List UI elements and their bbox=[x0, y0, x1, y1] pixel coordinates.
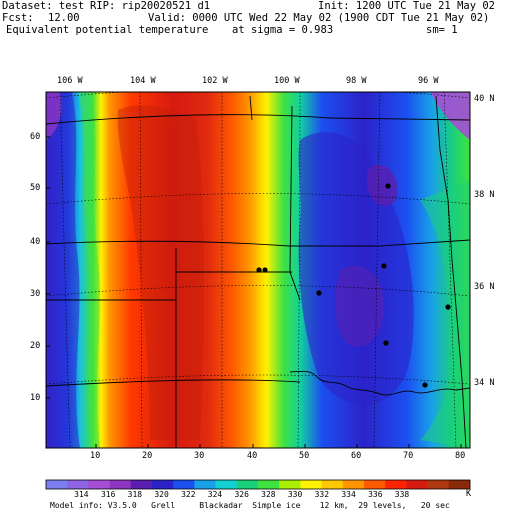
colorbar-swatch bbox=[448, 480, 471, 489]
colorbar-swatch bbox=[300, 480, 322, 489]
station-dot bbox=[445, 304, 451, 310]
y-label-60: 60 bbox=[30, 132, 41, 142]
colorbar bbox=[45, 479, 471, 490]
y-label-30: 30 bbox=[30, 289, 41, 299]
colorbar-swatch bbox=[236, 480, 259, 489]
station-dot bbox=[262, 267, 268, 273]
colorbar-swatch bbox=[385, 480, 407, 489]
colorbar-swatch bbox=[279, 480, 301, 489]
state-boundaries bbox=[46, 95, 470, 448]
field-warm-core bbox=[117, 105, 205, 441]
colorbar-swatch bbox=[46, 480, 68, 489]
station-dot bbox=[385, 183, 391, 189]
colorbar-swatch bbox=[173, 480, 195, 489]
field-east-core bbox=[366, 165, 398, 206]
colorbar-swatch bbox=[321, 480, 344, 489]
lon-label-98w: 98 W bbox=[346, 76, 367, 86]
field-band-west-green bbox=[78, 92, 100, 448]
station-dot bbox=[383, 340, 389, 346]
x-label-70: 70 bbox=[403, 451, 414, 461]
colorbar-swatch bbox=[130, 480, 153, 489]
x-label-80: 80 bbox=[455, 451, 466, 461]
lon-label-102w: 102 W bbox=[202, 76, 228, 86]
field-band-west-cool bbox=[46, 92, 80, 448]
field-east-core-2 bbox=[335, 265, 385, 347]
colorbar-swatch bbox=[364, 480, 386, 489]
y-label-40: 40 bbox=[30, 237, 41, 247]
colorbar-label: 338 bbox=[394, 490, 410, 499]
field-nw-corner bbox=[46, 92, 62, 140]
y-ticks bbox=[46, 136, 462, 448]
station-dot bbox=[256, 267, 262, 273]
y-label-10: 10 bbox=[30, 393, 41, 403]
smoothing-label: sm= 1 bbox=[426, 24, 458, 36]
field-name: Equivalent potential temperature bbox=[6, 24, 209, 36]
lon-label-96w: 96 W bbox=[418, 76, 439, 86]
station-markers bbox=[256, 183, 451, 388]
colorbar-label: 334 bbox=[341, 490, 356, 499]
colorbar-swatch bbox=[215, 480, 238, 489]
model-info: Model info: V3.5.0 Grell Blackadar Simpl… bbox=[50, 501, 450, 510]
colorbar-label: 314 bbox=[74, 490, 89, 499]
colorbar-label: 322 bbox=[181, 490, 196, 499]
lon-label-100w: 100 W bbox=[274, 76, 300, 86]
fcst-label: Fcst: bbox=[2, 12, 34, 24]
colorbar-label: 326 bbox=[234, 490, 249, 499]
level-label: at sigma = 0.983 bbox=[232, 24, 334, 36]
station-dot bbox=[422, 382, 428, 388]
field-east-green bbox=[420, 180, 470, 448]
colorbar-swatch bbox=[152, 480, 174, 489]
fcst-value: 12.00 bbox=[48, 12, 80, 24]
lat-label-40n: 40 N bbox=[474, 94, 495, 104]
y-label-20: 20 bbox=[30, 341, 41, 351]
colorbar-swatch bbox=[342, 480, 365, 489]
lon-label-106w: 106 W bbox=[57, 76, 83, 86]
valid-time: Valid: 0000 UTC Wed 22 May 02 (1900 CDT … bbox=[148, 12, 490, 24]
colorbar-label: 318 bbox=[127, 490, 143, 499]
plot-frame bbox=[45, 91, 471, 449]
colorbar-label: 320 bbox=[154, 490, 169, 499]
lat-label-34n: 34 N bbox=[474, 378, 495, 388]
colorbar-swatch bbox=[194, 480, 216, 489]
rip-label: RIP: rip20020521 d1 bbox=[90, 0, 211, 12]
colorbar-label: 324 bbox=[207, 490, 223, 499]
colorbar-label: 328 bbox=[261, 490, 276, 499]
colorbar-swatch bbox=[258, 480, 280, 489]
colorbar-label: 316 bbox=[100, 490, 116, 499]
colorbar-frame bbox=[45, 479, 471, 490]
colorbar-swatch bbox=[406, 480, 428, 489]
colorbar-label: 336 bbox=[368, 490, 383, 499]
x-label-40: 40 bbox=[247, 451, 258, 461]
init-label: Init: 1200 UTC Tue 21 May 02 bbox=[318, 0, 496, 12]
lat-label-36n: 36 N bbox=[474, 282, 495, 292]
x-label-20: 20 bbox=[142, 451, 153, 461]
dataset-label: Dataset: test bbox=[2, 0, 85, 12]
colorbar-label: 330 bbox=[287, 490, 303, 499]
colorbar-swatch bbox=[109, 480, 132, 489]
x-label-30: 30 bbox=[194, 451, 205, 461]
graticule bbox=[46, 92, 470, 448]
lon-label-104w: 104 W bbox=[130, 76, 156, 86]
x-label-50: 50 bbox=[299, 451, 310, 461]
colorbar-swatch bbox=[67, 480, 89, 489]
colorbar-label: 332 bbox=[314, 490, 330, 499]
station-dot bbox=[381, 263, 387, 269]
field-ne-corner bbox=[430, 92, 470, 140]
colorbar-swatch bbox=[427, 480, 450, 489]
y-label-50: 50 bbox=[30, 183, 41, 193]
colorbar-swatch bbox=[88, 480, 110, 489]
x-label-10: 10 bbox=[90, 451, 101, 461]
station-dot bbox=[316, 290, 322, 296]
x-label-60: 60 bbox=[351, 451, 362, 461]
colorbar-unit: K bbox=[466, 489, 472, 499]
lat-label-38n: 38 N bbox=[474, 190, 495, 200]
